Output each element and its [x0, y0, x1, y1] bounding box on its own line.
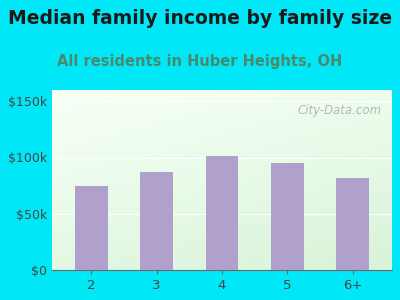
Bar — [271, 163, 304, 270]
Bar — [206, 156, 238, 270]
Text: All residents in Huber Heights, OH: All residents in Huber Heights, OH — [57, 54, 343, 69]
Text: Median family income by family size: Median family income by family size — [8, 9, 392, 28]
Bar — [75, 186, 108, 270]
Bar — [336, 178, 369, 270]
Bar — [140, 172, 173, 270]
Text: City-Data.com: City-Data.com — [298, 104, 382, 117]
